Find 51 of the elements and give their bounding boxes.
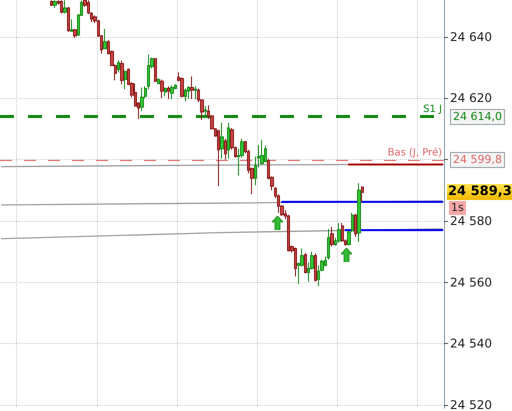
y-tick-label: 24 580 (450, 214, 492, 228)
candlestick (164, 86, 167, 97)
candlestick (70, 18, 73, 32)
candlestick (157, 78, 160, 85)
candlestick (194, 86, 197, 100)
candlestick (60, 0, 63, 14)
candlestick (357, 182, 361, 242)
candlestick (120, 60, 124, 85)
candlestick (160, 78, 164, 99)
candlestick (53, 0, 57, 8)
y-tick-label: 24 520 (450, 398, 492, 411)
text: 24 589,3 (447, 184, 512, 200)
candlestick (287, 214, 290, 252)
candlestick (330, 226, 334, 248)
text: 24 599,8 (450, 152, 505, 168)
candlestick (190, 76, 194, 100)
candlestick (154, 58, 157, 83)
y-tick-label: 24 540 (450, 336, 492, 351)
candlestick (180, 76, 184, 98)
text: 24 614,0 (450, 108, 505, 125)
candlestick (73, 28, 77, 38)
candlestick (204, 106, 207, 118)
candlestick (63, 0, 67, 14)
candlestick (67, 6, 70, 32)
candlestick (294, 247, 297, 277)
candlestick (140, 86, 144, 112)
candlestick (361, 186, 364, 203)
candlestick (217, 129, 220, 187)
candlestick (314, 252, 317, 282)
candlestick (341, 222, 344, 242)
candlestick (103, 28, 107, 50)
candlestick (167, 86, 170, 100)
candlestick (124, 70, 127, 90)
candlestick (354, 213, 357, 238)
y-tick-label: 24 620 (450, 91, 492, 106)
candlestick (224, 138, 227, 160)
candlestick (337, 222, 341, 244)
candlestick (187, 86, 190, 100)
candlestick (304, 252, 307, 274)
ref-line-label: Bas (J, Pré) (388, 148, 442, 159)
text: 1s (449, 201, 466, 216)
candlestick (50, 0, 53, 7)
y-tick-label: 24 640 (450, 30, 492, 44)
candlestick (220, 122, 224, 160)
ref-line-label: S1 J (423, 104, 442, 116)
candlestick (184, 88, 187, 102)
y-tick-label: 24 560 (450, 275, 492, 290)
candlestick (117, 60, 120, 73)
candlestick (260, 139, 264, 165)
candlestick (170, 84, 174, 100)
candlestick (227, 122, 230, 160)
